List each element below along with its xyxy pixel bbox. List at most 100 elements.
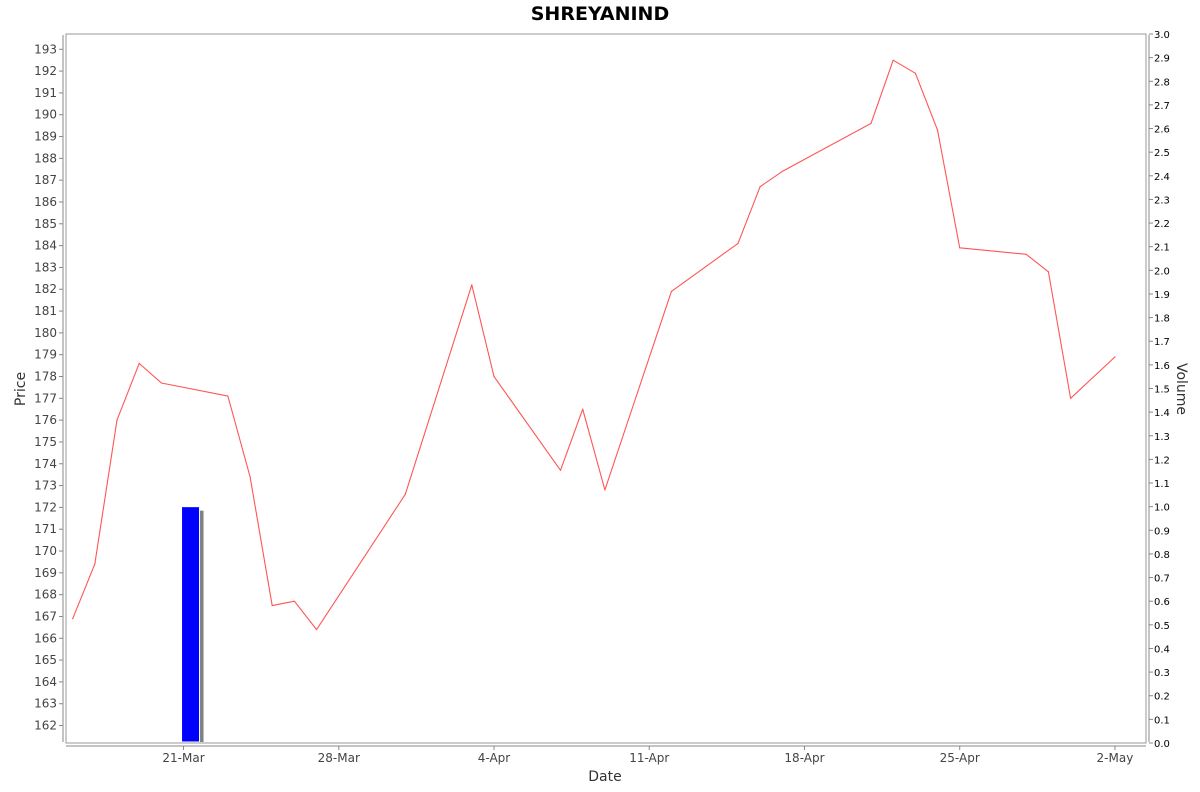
- volume-tick-label: 1.6: [1154, 361, 1170, 372]
- volume-tick-label: 1.0: [1154, 503, 1170, 514]
- price-point: [559, 469, 562, 471]
- price-point: [94, 563, 96, 565]
- date-tick-label: 11-Apr: [629, 751, 669, 765]
- price-tick-label: 184: [34, 239, 57, 253]
- price-tick-label: 177: [34, 391, 57, 405]
- price-tick-label: 176: [34, 413, 57, 427]
- volume-tick-label: 0.6: [1154, 597, 1170, 608]
- price-tick-label: 163: [34, 697, 57, 711]
- volume-bars: [181, 506, 204, 743]
- price-tick-label: 193: [34, 42, 57, 56]
- volume-tick-label: 1.4: [1154, 408, 1170, 419]
- price-tick-label: 174: [34, 457, 57, 471]
- y2-axis-label: Volume: [1173, 363, 1189, 415]
- price-tick-label: 166: [34, 631, 57, 645]
- price-point: [227, 395, 229, 397]
- volume-tick-label: 3.0: [1154, 30, 1170, 41]
- price-point: [160, 382, 162, 384]
- volume-tick-label: 1.3: [1154, 432, 1170, 443]
- volume-bar: [181, 506, 201, 743]
- volume-tick-label: 2.9: [1154, 54, 1170, 65]
- price-tick-label: 185: [34, 217, 57, 231]
- price-point: [315, 628, 318, 631]
- price-axis: 162 163 164 165 166 167 168 169 170 171 172 173 174 1…: [34, 35, 64, 742]
- price-tick-label: 182: [34, 282, 57, 296]
- price-tick-label: 168: [34, 588, 57, 602]
- volume-tick-label: 0.0: [1154, 739, 1170, 750]
- y-axis-label: Price: [13, 372, 29, 406]
- price-series: [72, 59, 1116, 631]
- price-point: [870, 122, 872, 125]
- price-tick-label: 169: [34, 566, 57, 580]
- price-tick-label: 190: [34, 108, 57, 122]
- volume-tick-label: 2.5: [1154, 148, 1170, 159]
- price-point: [116, 419, 118, 421]
- price-tick-label: 167: [34, 609, 57, 623]
- volume-tick-label: 2.6: [1154, 125, 1170, 136]
- price-point: [404, 493, 406, 495]
- price-point: [582, 408, 584, 410]
- date-axis: 21-Mar 28-Mar 4-Apr 11-Apr 18-Apr 25-Apr 2-May: [66, 745, 1146, 765]
- price-tick-label: 175: [34, 435, 57, 449]
- price-point: [1025, 253, 1027, 255]
- price-point: [471, 284, 473, 286]
- volume-tick-label: 0.1: [1154, 715, 1170, 726]
- volume-tick-label: 2.0: [1154, 266, 1170, 277]
- date-tick-label: 4-Apr: [478, 751, 511, 765]
- price-point: [293, 600, 296, 602]
- price-point: [271, 604, 273, 607]
- price-point: [604, 489, 606, 491]
- chart-title: SHREYANIND: [531, 3, 669, 25]
- price-point: [138, 362, 140, 365]
- volume-tick-label: 0.3: [1154, 668, 1170, 679]
- price-point: [759, 186, 761, 188]
- price-tick-label: 191: [34, 86, 57, 100]
- price-tick-label: 186: [34, 195, 57, 209]
- price-point: [737, 242, 739, 245]
- price-tick-label: 178: [34, 370, 57, 384]
- price-point: [493, 375, 495, 378]
- volume-tick-label: 1.9: [1154, 290, 1170, 301]
- plot-area: [65, 33, 1147, 744]
- price-tick-label: 165: [34, 653, 57, 667]
- price-tick-label: 180: [34, 326, 57, 340]
- price-tick-label: 179: [34, 348, 57, 362]
- volume-tick-label: 0.7: [1154, 574, 1170, 585]
- price-point: [959, 247, 961, 249]
- volume-tick-label: 0.8: [1154, 550, 1170, 561]
- price-point: [249, 476, 251, 478]
- volume-tick-label: 0.4: [1154, 644, 1170, 655]
- volume-tick-label: 0.5: [1154, 621, 1170, 632]
- date-tick-label: 25-Apr: [940, 751, 980, 765]
- price-tick-label: 164: [34, 675, 57, 689]
- date-tick-label: 28-Mar: [318, 751, 360, 765]
- x-axis-label: Date: [588, 769, 621, 785]
- volume-axis: 0.0 0.1 0.2 0.3 0.4 0.5 0.6 0.7 0.8 0.9 1.0 1.1 1.2 1…: [1148, 30, 1170, 750]
- volume-tick-label: 2.2: [1154, 219, 1170, 230]
- price-tick-label: 172: [34, 500, 57, 514]
- price-point: [914, 72, 916, 74]
- date-tick-label: 18-Apr: [784, 751, 824, 765]
- price-point: [1114, 356, 1116, 358]
- price-tick-label: 173: [34, 479, 57, 493]
- volume-tick-label: 1.5: [1154, 385, 1170, 396]
- volume-tick-label: 1.2: [1154, 455, 1170, 466]
- volume-tick-label: 0.9: [1154, 526, 1170, 537]
- volume-tick-label: 2.1: [1154, 243, 1170, 254]
- price-point: [1069, 397, 1072, 399]
- date-tick-label: 2-May: [1097, 751, 1134, 765]
- price-tick-label: 181: [34, 304, 57, 318]
- price-tick-label: 188: [34, 151, 57, 165]
- price-point: [936, 129, 939, 131]
- date-tick-label: 21-Mar: [162, 751, 204, 765]
- price-tick-label: 171: [34, 522, 57, 536]
- price-point: [892, 59, 894, 61]
- price-tick-label: 170: [34, 544, 57, 558]
- price-tick-label: 189: [34, 130, 57, 144]
- price-tick-label: 162: [34, 719, 57, 733]
- volume-tick-label: 1.1: [1154, 479, 1170, 490]
- price-point: [72, 618, 74, 620]
- price-tick-label: 187: [34, 173, 57, 187]
- price-point: [1047, 271, 1050, 273]
